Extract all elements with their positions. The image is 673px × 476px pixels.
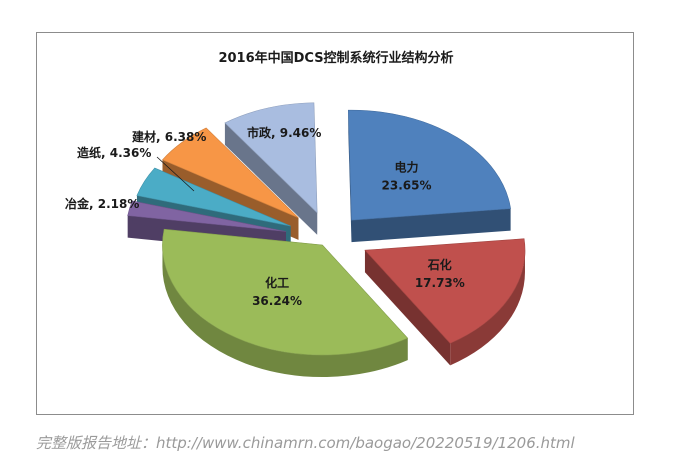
source-note[interactable]: 完整版报告地址：http://www.chinamrn.com/baogao/2…	[36, 434, 575, 452]
slice-label-value: 23.65%	[382, 178, 432, 192]
pie-slice-wall-6-0	[224, 122, 318, 235]
leader-line	[156, 156, 195, 192]
pie-slice-1	[364, 238, 526, 344]
slice-label-category: 石化	[427, 257, 452, 272]
pie-slice-5	[161, 127, 299, 219]
pie-slice-wall-0-1	[351, 208, 511, 243]
slice-label: 冶金, 2.18%	[65, 196, 139, 211]
slice-label: 造纸, 4.36%	[77, 145, 151, 160]
pie-slice-6	[224, 102, 318, 214]
pie-slice-3	[127, 200, 287, 232]
slice-label: 市政, 9.46%	[247, 125, 321, 140]
chart-title: 2016年中国DCS控制系统行业结构分析	[218, 51, 454, 66]
pie-slice-wall-1-1	[364, 250, 451, 366]
pie-slice-side-2-0	[162, 245, 408, 378]
pie-slice-0	[347, 109, 511, 221]
pie-chart: 电力 23.65% 石化 17.73% 化工 36.24% 冶金, 2.18% 造纸, 4.3…	[65, 102, 526, 378]
slice-label-value: 17.73%	[415, 276, 465, 290]
slice-label-value: 36.24%	[252, 294, 302, 308]
pie-slice-side-1-0	[450, 250, 525, 366]
pie-slice-2	[162, 228, 409, 356]
slice-label-category: 化工	[265, 275, 289, 290]
chart-frame: 电力 23.65% 石化 17.73% 化工 36.24% 冶金, 2.18% 造纸, 4.3…	[36, 32, 634, 415]
slice-label-category: 电力	[395, 159, 419, 174]
pie-slice-4	[136, 167, 291, 227]
slice-label: 建材, 6.38%	[131, 129, 206, 144]
